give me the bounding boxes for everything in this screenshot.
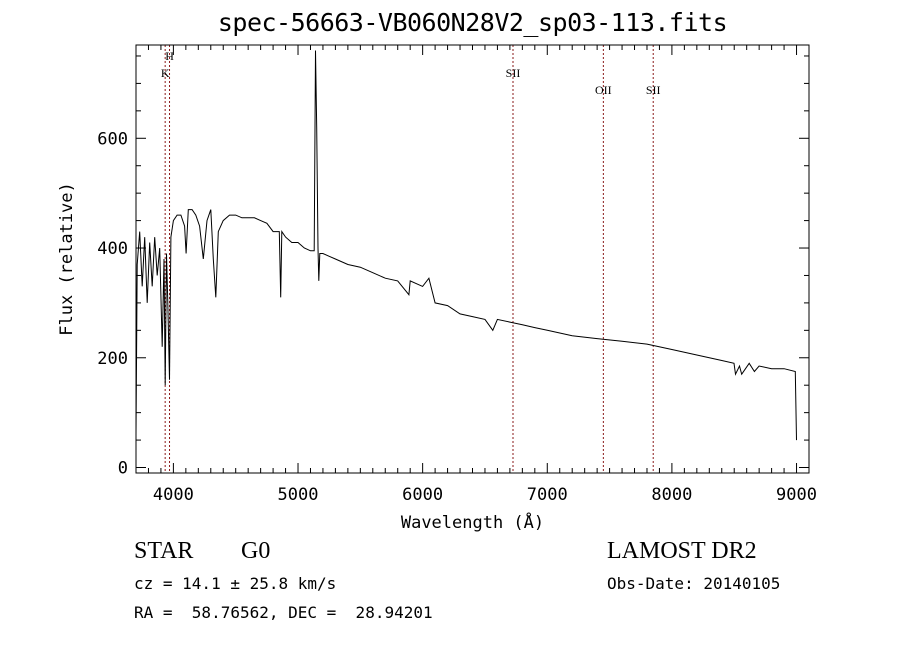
- line-marker-label: H: [165, 49, 174, 63]
- coordinates-text: RA = 58.76562, DEC = 28.94201: [134, 603, 433, 622]
- obs-date-text: Obs-Date: 20140105: [607, 574, 781, 593]
- x-axis-label: Wavelength (Å): [401, 511, 544, 533]
- plot-frame: [135, 44, 810, 474]
- line-marker-label: SII: [646, 83, 661, 97]
- y-tick-label: 400: [97, 239, 128, 259]
- line-marker-label: K: [161, 66, 170, 80]
- object-class: STAR: [134, 538, 194, 564]
- x-tick-label: 5000: [278, 485, 319, 505]
- y-tick-label: 200: [97, 349, 128, 369]
- object-subclass: G0: [241, 538, 271, 564]
- x-tick-label: 6000: [402, 485, 443, 505]
- spectrum-line: [135, 50, 797, 441]
- x-tick-label: 7000: [527, 485, 568, 505]
- y-tick-label: 600: [97, 129, 128, 149]
- survey-name: LAMOST DR2: [607, 538, 757, 564]
- y-axis-label: Flux (relative): [57, 182, 77, 336]
- x-tick-label: 8000: [651, 485, 692, 505]
- line-marker-label: SII: [506, 66, 521, 80]
- x-tick-label: 4000: [153, 485, 194, 505]
- line-marker-label: OII: [595, 83, 612, 97]
- x-tick-label: 9000: [776, 485, 817, 505]
- redshift-text: cz = 14.1 ± 25.8 km/s: [134, 574, 337, 593]
- y-tick-label: 0: [118, 459, 128, 479]
- chart-title: spec-56663-VB060N28V2_sp03-113.fits: [217, 8, 728, 37]
